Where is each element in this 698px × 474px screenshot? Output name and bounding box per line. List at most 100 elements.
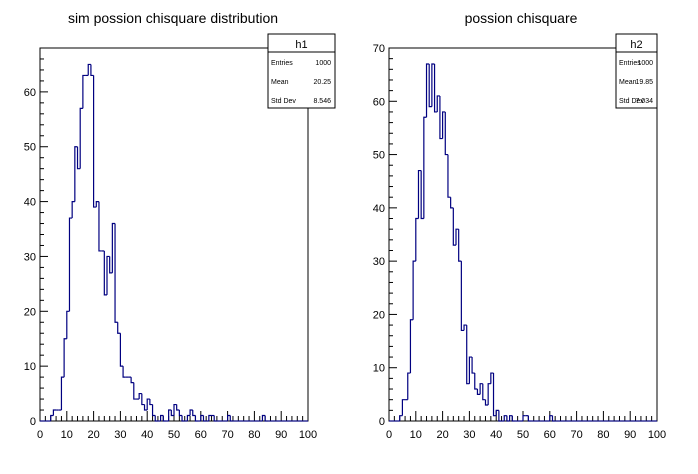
histogram-bin [551, 415, 556, 422]
histogram-bin [227, 414, 231, 421]
histogram-bin [60, 376, 65, 411]
histogram-bin [431, 63, 435, 107]
histogram-bin [114, 223, 118, 323]
y-tick-label: 40 [373, 203, 385, 215]
histogram-bin [189, 409, 193, 416]
y-tick-label: 50 [373, 150, 385, 162]
histogram-bin [409, 319, 414, 374]
histogram-bin [117, 322, 121, 334]
histogram-bin [471, 357, 475, 374]
stats-value: 19.85 [635, 79, 653, 86]
y-tick-label: 40 [24, 197, 36, 209]
histogram-bin [484, 399, 489, 406]
histogram-bin [522, 415, 526, 421]
histogram-bin [423, 116, 427, 219]
histogram-bin [176, 404, 180, 411]
histogram-bin [146, 398, 150, 411]
stats-label: Std Dev [271, 98, 296, 105]
x-tick-label: 30 [463, 429, 475, 441]
x-tick-label: 80 [597, 429, 609, 441]
x-tick-label: 50 [517, 429, 529, 441]
histogram-bin [79, 107, 83, 169]
histogram-bin [229, 415, 233, 422]
histogram-bin [170, 410, 174, 417]
chart-panel-1: sim possion chisquare distribution 0 10 20 3… [24, 10, 336, 441]
histogram-bin [549, 415, 553, 421]
histogram-bin [447, 154, 451, 198]
x-tick-label: 20 [87, 429, 99, 441]
stats-value: 20.25 [313, 79, 331, 86]
histogram-bin [436, 95, 440, 112]
histogram-bin [420, 170, 424, 220]
x-tick-label: 100 [648, 429, 666, 441]
x-tick-label: 20 [436, 429, 448, 441]
histogram-bin [149, 399, 153, 406]
histogram-bin [503, 415, 507, 421]
histogram-bin [498, 410, 502, 422]
x-tick-label: 60 [544, 429, 556, 441]
histogram-bin [82, 74, 86, 109]
histogram-bin [151, 404, 156, 417]
histogram-bin [527, 415, 532, 422]
histogram-bin [162, 415, 166, 422]
stats-name: h1 [295, 39, 307, 51]
histogram-bin [160, 414, 164, 421]
chart-title: possion chisquare [465, 10, 578, 26]
stats-label: Mean [619, 79, 637, 86]
histogram-bin [463, 324, 467, 331]
histogram-bin [442, 111, 446, 139]
stats-name: h2 [630, 39, 642, 51]
histogram-bin [71, 200, 75, 219]
histogram-bin [407, 372, 411, 400]
stats-label: Std Dev [619, 98, 644, 105]
x-tick-label: 0 [386, 429, 392, 441]
histogram-bin [93, 75, 97, 208]
histogram-bin [173, 403, 177, 416]
histogram-bin [87, 63, 91, 76]
histogram-bin [90, 64, 94, 77]
histogram-bin [417, 169, 422, 219]
histogram-bin [495, 409, 499, 416]
y-tick-label: 20 [373, 309, 385, 321]
histogram-bin [433, 63, 438, 113]
histogram-bin [52, 409, 57, 416]
y-tick-label: 0 [379, 416, 385, 428]
x-tick-label: 40 [141, 429, 153, 441]
x-tick-label: 90 [624, 429, 636, 441]
histogram-bin [200, 414, 204, 421]
x-tick-label: 0 [37, 429, 43, 441]
histogram-bin [506, 415, 510, 422]
stats-label: Entries [619, 60, 641, 67]
histogram-bin [50, 414, 54, 421]
histogram-bin [202, 415, 207, 422]
x-tick-label: 70 [221, 429, 233, 441]
histogram-bin [261, 414, 266, 421]
histogram-bin [133, 382, 137, 400]
histogram-bin [482, 383, 486, 401]
histogram-bin [68, 217, 73, 312]
histogram-bin [208, 414, 212, 421]
histogram-bin [111, 222, 116, 273]
histogram-bin [468, 356, 473, 384]
y-tick-label: 70 [373, 43, 385, 55]
histogram-bin [74, 146, 78, 202]
histogram-bin [401, 399, 406, 416]
y-tick-label: 30 [24, 251, 36, 263]
y-tick-label: 10 [24, 361, 36, 373]
histogram-bin [460, 261, 465, 332]
stats-value: 1000 [637, 60, 653, 67]
histogram-bin [399, 415, 403, 421]
histogram-bin [130, 377, 134, 384]
histogram-bin [178, 410, 183, 417]
histogram-bin [474, 373, 478, 390]
histogram-bin [122, 366, 126, 378]
histogram-bin [168, 409, 172, 421]
y-tick-label: 30 [373, 256, 385, 268]
x-tick-label: 90 [275, 429, 287, 441]
stats-box-frame [615, 33, 658, 109]
histogram-bin [490, 372, 494, 384]
x-tick-label: 100 [299, 429, 317, 441]
histogram-bin [511, 415, 515, 422]
x-tick-label: 40 [490, 429, 502, 441]
